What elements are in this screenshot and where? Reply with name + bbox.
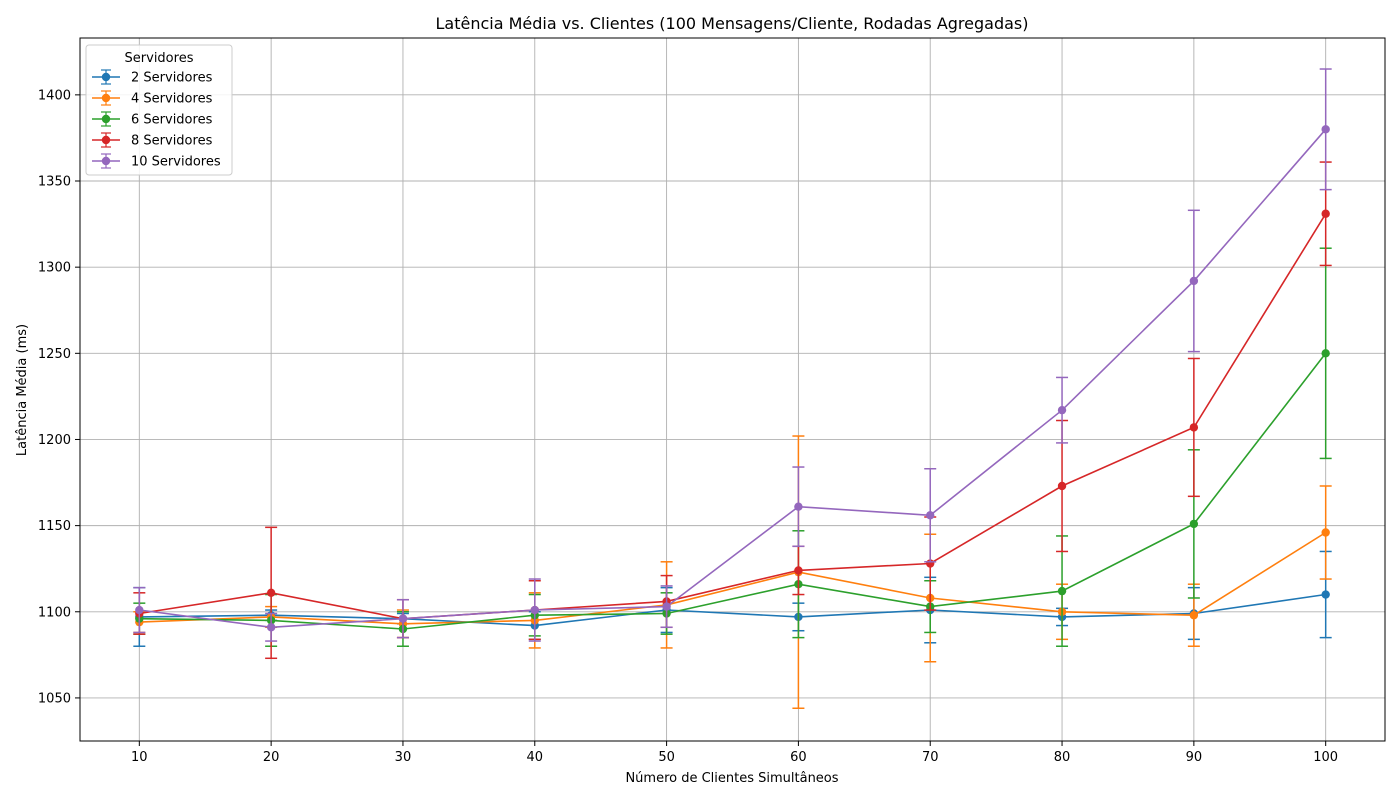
legend: Servidores 2 Servidores 4 Servidores 6 Ser… xyxy=(85,44,233,176)
y-tick-label: 1050 xyxy=(38,691,71,706)
series-4 xyxy=(133,161,1332,660)
data-point xyxy=(1189,276,1199,286)
legend-box xyxy=(85,44,233,176)
x-tick-label: 60 xyxy=(790,750,807,765)
data-point xyxy=(530,605,539,615)
series-line xyxy=(139,128,1327,629)
data-point xyxy=(794,566,803,575)
data-point xyxy=(1057,481,1067,491)
y-tick-label: 1100 xyxy=(38,605,71,620)
data-point xyxy=(1189,423,1199,432)
legend-label: 6 Servidores xyxy=(131,113,213,128)
y-tick-label: 1300 xyxy=(38,261,71,276)
series-2 xyxy=(133,435,1332,710)
legend-title: Servidores xyxy=(125,51,194,66)
legend-marker xyxy=(101,114,111,124)
x-axis-label: Número de Clientes Simultâneos xyxy=(625,771,838,786)
series-line xyxy=(139,213,1327,620)
legend-label: 10 Servidores xyxy=(131,155,221,170)
legend-item: 4 Servidores xyxy=(92,90,213,107)
legend-label: 8 Servidores xyxy=(131,134,213,149)
series-line xyxy=(139,531,1327,625)
y-tick-label: 1200 xyxy=(38,433,71,448)
data-point xyxy=(135,605,144,615)
data-point xyxy=(1321,209,1330,218)
legend-label: 4 Servidores xyxy=(131,92,213,107)
legend-item: 10 Servidores xyxy=(92,153,221,170)
data-point xyxy=(1057,405,1067,415)
series-line xyxy=(139,352,1327,630)
data-point xyxy=(926,511,935,520)
x-tick-label: 10 xyxy=(131,750,148,765)
legend-item: 6 Servidores xyxy=(92,111,213,128)
legend-marker xyxy=(101,93,111,103)
x-tick-label: 90 xyxy=(1186,750,1203,765)
y-axis-label: Latência Média (ms) xyxy=(15,324,30,456)
data-point xyxy=(1057,586,1067,596)
data-point xyxy=(266,588,276,598)
legend-marker xyxy=(101,72,111,82)
x-tick-label: 50 xyxy=(658,750,675,765)
series-line xyxy=(139,593,1326,627)
x-tick-label: 30 xyxy=(395,750,412,765)
legend-label: 2 Servidores xyxy=(131,71,213,86)
data-point xyxy=(1321,349,1330,358)
legend-items: 2 Servidores 4 Servidores 6 Servidores 8 Se… xyxy=(92,69,221,170)
data-point xyxy=(1189,519,1199,529)
data-point xyxy=(1321,590,1330,599)
data-point xyxy=(1189,611,1199,620)
axis-ticks: 10 20 30 40 50 60 70 80 90 100 1050 1100 1150 1200 125… xyxy=(38,88,1338,765)
y-tick-label: 1250 xyxy=(38,347,71,362)
x-tick-label: 80 xyxy=(1054,750,1071,765)
y-tick-label: 1350 xyxy=(38,175,71,190)
data-point xyxy=(398,614,408,623)
series-5 xyxy=(133,68,1332,642)
chart-title: Latência Média vs. Clientes (100 Mensage… xyxy=(435,14,1028,33)
y-tick-label: 1400 xyxy=(38,88,71,103)
legend-marker xyxy=(101,156,111,166)
data-point xyxy=(1321,528,1330,537)
data-point xyxy=(266,623,276,632)
x-tick-label: 100 xyxy=(1313,750,1338,765)
data-point xyxy=(1321,125,1330,134)
data-point xyxy=(794,502,803,511)
x-tick-label: 40 xyxy=(526,750,543,765)
data-point xyxy=(662,602,671,611)
grid xyxy=(80,38,1385,741)
plot-frame xyxy=(79,37,1386,742)
legend-item: 8 Servidores xyxy=(92,132,213,149)
x-tick-label: 70 xyxy=(922,750,939,765)
y-tick-label: 1150 xyxy=(38,519,71,534)
x-tick-label: 20 xyxy=(263,750,280,765)
series-layer xyxy=(133,68,1332,710)
legend-marker xyxy=(101,135,111,145)
legend-item: 2 Servidores xyxy=(92,69,213,86)
